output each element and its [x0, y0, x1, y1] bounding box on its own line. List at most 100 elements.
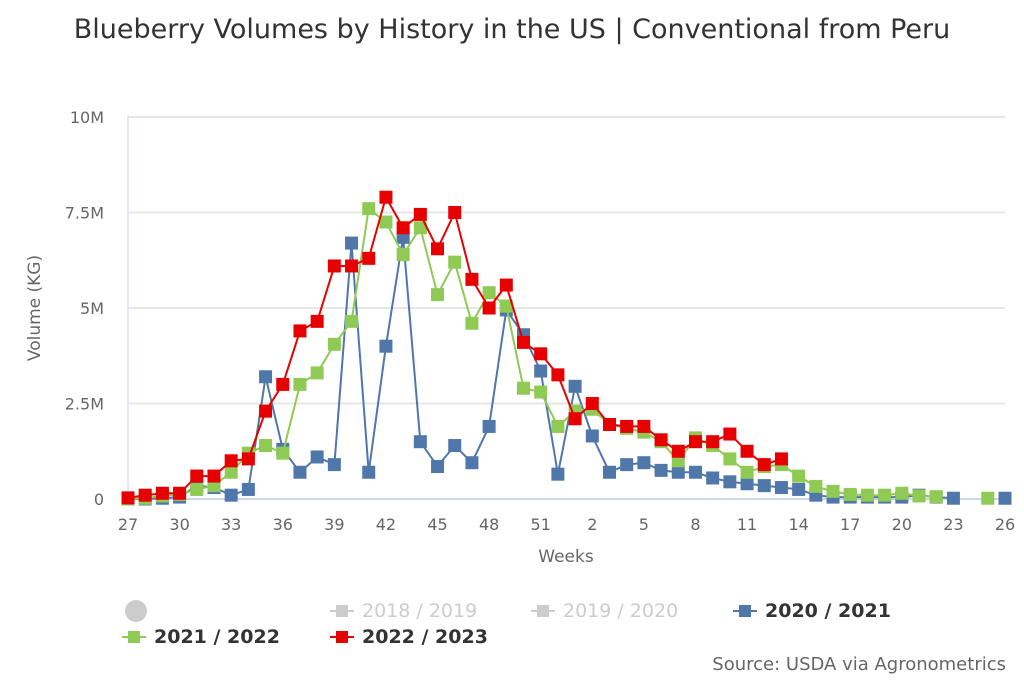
- data-point: [448, 439, 462, 453]
- data-point: [757, 458, 771, 472]
- legend-marker-icon: [733, 604, 757, 618]
- x-axis-title: Weeks: [538, 547, 594, 567]
- data-point: [413, 435, 427, 449]
- legend-label: 2022 / 2023: [362, 626, 488, 648]
- y-tick-label: 0: [94, 490, 104, 509]
- data-point: [276, 377, 290, 391]
- x-tick-label: 33: [221, 515, 241, 534]
- data-point: [379, 339, 393, 353]
- data-point: [121, 491, 135, 505]
- data-point: [946, 491, 960, 505]
- data-point: [568, 379, 582, 393]
- data-point: [224, 488, 238, 502]
- data-point: [345, 259, 359, 273]
- data-point: [431, 460, 445, 474]
- data-point: [379, 215, 393, 229]
- data-point: [551, 419, 565, 433]
- x-tick-label: 27: [118, 515, 138, 534]
- data-point: [345, 314, 359, 328]
- legend-item-2020-2021[interactable]: 2020 / 2021: [733, 600, 891, 622]
- data-point: [310, 366, 324, 380]
- series-line-3: [128, 209, 988, 499]
- legend-toggle-all-icon[interactable]: [125, 600, 147, 622]
- x-tick-label: 45: [427, 515, 447, 534]
- legend-item-2018-2019[interactable]: 2018 / 2019: [330, 600, 477, 622]
- data-point: [774, 481, 788, 495]
- x-tick-label: 14: [788, 515, 808, 534]
- data-point: [534, 347, 548, 361]
- data-point: [843, 487, 857, 501]
- x-tick-label: 48: [479, 515, 499, 534]
- legend-marker-icon: [330, 604, 354, 618]
- data-point: [654, 463, 668, 477]
- data-point: [534, 385, 548, 399]
- legend-marker-icon: [330, 630, 354, 644]
- data-point: [740, 477, 754, 491]
- data-point: [448, 255, 462, 269]
- data-point: [190, 482, 204, 496]
- legend-item-2021-2022[interactable]: 2021 / 2022: [122, 626, 280, 648]
- data-point: [568, 412, 582, 426]
- data-point: [431, 288, 445, 302]
- data-point: [860, 488, 874, 502]
- legend-label: 2019 / 2020: [563, 600, 679, 622]
- data-point: [602, 418, 616, 432]
- data-point: [740, 444, 754, 458]
- data-point: [551, 368, 565, 382]
- data-point: [396, 248, 410, 262]
- x-tick-label: 23: [943, 515, 963, 534]
- legend-marker-icon: [531, 604, 555, 618]
- x-tick-label: 39: [324, 515, 344, 534]
- data-point: [259, 439, 273, 453]
- data-point: [327, 337, 341, 351]
- data-point: [259, 370, 273, 384]
- data-point: [723, 452, 737, 466]
- y-tick-label: 10M: [70, 108, 104, 127]
- data-point: [878, 488, 892, 502]
- data-point: [517, 381, 531, 395]
- data-point: [190, 469, 204, 483]
- data-point: [585, 397, 599, 410]
- x-tick-label: 8: [690, 515, 700, 534]
- data-point: [809, 479, 823, 493]
- data-point: [774, 452, 788, 466]
- data-point: [173, 486, 187, 500]
- data-point: [396, 221, 410, 235]
- y-tick-label: 5M: [80, 299, 104, 318]
- data-point: [293, 324, 307, 338]
- x-tick-label: 36: [273, 515, 293, 534]
- legend-item-2022-2023[interactable]: 2022 / 2023: [330, 626, 488, 648]
- data-point: [276, 446, 290, 460]
- data-point: [929, 490, 943, 504]
- data-point: [654, 433, 668, 447]
- data-point: [207, 469, 221, 483]
- data-point: [362, 251, 376, 265]
- data-point: [757, 479, 771, 493]
- data-point: [155, 486, 169, 500]
- chart-title: Blueberry Volumes by History in the US |…: [73, 14, 951, 45]
- data-point: [241, 452, 255, 466]
- x-tick-label: 11: [737, 515, 757, 534]
- data-point: [138, 488, 152, 502]
- data-point: [224, 465, 238, 479]
- data-point: [671, 465, 685, 479]
- legend-item-2019-2020[interactable]: 2019 / 2020: [531, 600, 678, 622]
- series-line-2: [128, 237, 1005, 499]
- data-point: [413, 221, 427, 235]
- data-point: [431, 242, 445, 256]
- data-point: [465, 456, 479, 470]
- data-point: [499, 278, 513, 292]
- legend-label: 2018 / 2019: [362, 600, 478, 622]
- data-point: [293, 465, 307, 479]
- legend-label: 2021 / 2022: [154, 626, 280, 648]
- data-point: [826, 484, 840, 498]
- data-point: [482, 286, 496, 300]
- data-point: [327, 259, 341, 273]
- data-point: [706, 471, 720, 485]
- data-point: [345, 236, 359, 250]
- data-point: [998, 491, 1012, 505]
- x-tick-label: 2: [587, 515, 597, 534]
- x-tick-label: 5: [639, 515, 649, 534]
- data-point: [637, 456, 651, 470]
